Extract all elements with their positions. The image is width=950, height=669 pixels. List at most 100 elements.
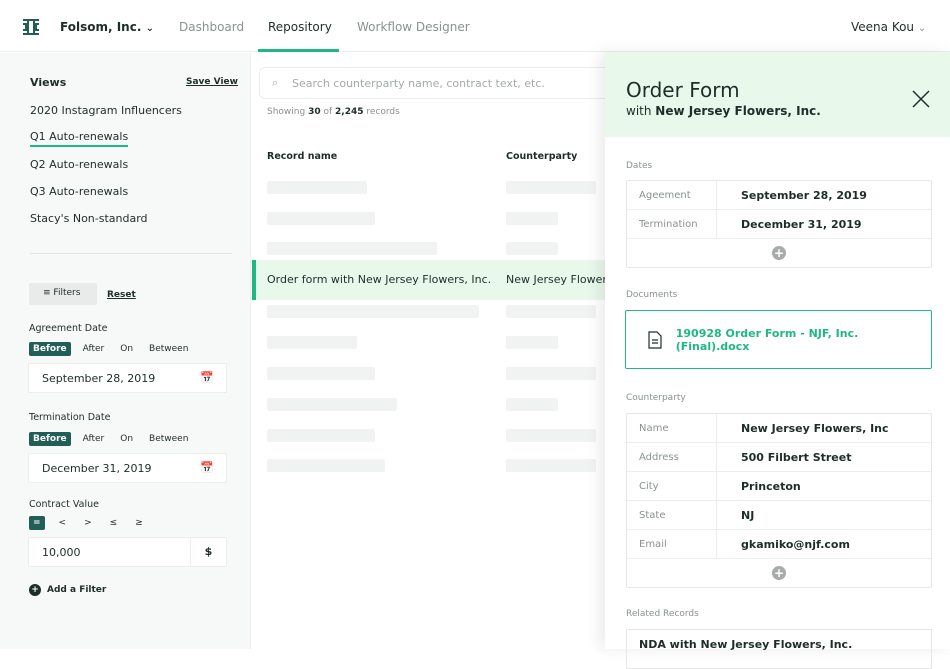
- cp-value[interactable]: gkamiko@njf.com: [741, 537, 850, 551]
- dates-label: Dates: [626, 161, 653, 171]
- filter-icon: ≡: [43, 288, 51, 298]
- subtitle-name: New Jersey Flowers, Inc.: [655, 104, 821, 118]
- search-input[interactable]: ⌕ Search counterparty name, contract text…: [259, 67, 619, 99]
- op-after[interactable]: After: [82, 344, 105, 354]
- cp-key: Name: [627, 414, 717, 442]
- cp-value[interactable]: 500 Filbert Street: [741, 450, 852, 464]
- count-suffix: records: [366, 107, 400, 117]
- date-row: Termination December 31, 2019: [627, 210, 931, 239]
- currency-unit: $: [190, 538, 226, 566]
- agreement-date-label: Agreement Date: [29, 323, 108, 334]
- document-name: 190928 Order Form - NJF, Inc. (Final).do…: [675, 326, 859, 353]
- related-record[interactable]: NDA with New Jersey Flowers, Inc.: [626, 629, 932, 669]
- add-field-icon[interactable]: +: [772, 566, 786, 580]
- subtitle-prefix: with: [626, 104, 652, 118]
- record-count: Showing 30 of 2,245 records: [267, 107, 400, 117]
- op-gte[interactable]: ≥: [135, 518, 143, 528]
- search-icon: ⌕: [272, 76, 279, 89]
- cp-row: Email gkamiko@njf.com: [627, 530, 931, 559]
- contract-value-input[interactable]: 10,000 $: [28, 537, 227, 567]
- date-value[interactable]: December 31, 2019: [741, 217, 862, 231]
- save-view-link[interactable]: Save View: [186, 77, 238, 87]
- view-item[interactable]: Q2 Auto-renewals: [30, 158, 129, 171]
- divider: [30, 253, 232, 254]
- termination-date-input[interactable]: December 31, 2019 📅: [28, 453, 227, 483]
- date-value[interactable]: September 28, 2019: [741, 188, 867, 202]
- count-of: of: [323, 107, 333, 117]
- cp-value[interactable]: NJ: [741, 508, 755, 522]
- panel-subtitle: with New Jersey Flowers, Inc.: [626, 104, 821, 118]
- counterparty-table: Name New Jersey Flowers, Inc Address 500 F…: [626, 413, 932, 588]
- cp-row: Name New Jersey Flowers, Inc: [627, 414, 931, 443]
- active-tab-indicator: [258, 49, 339, 52]
- add-filter-button[interactable]: + Add a Filter: [29, 584, 106, 596]
- chevron-down-icon: ⌄: [917, 23, 927, 34]
- user-name: Veena Kou: [851, 20, 915, 34]
- cp-value[interactable]: New Jersey Flowers, Inc: [741, 421, 889, 435]
- calendar-icon[interactable]: 📅: [200, 461, 214, 474]
- record-detail-panel: Order Form with New Jersey Flowers, Inc.…: [605, 52, 950, 669]
- cp-key: City: [627, 472, 717, 500]
- contract-value: 10,000: [42, 546, 81, 559]
- related-records-label: Related Records: [626, 609, 699, 619]
- document-icon: [648, 330, 662, 349]
- cp-row: Address 500 Filbert Street: [627, 443, 931, 472]
- contract-value-label: Contract Value: [29, 499, 99, 510]
- tab-workflow-designer[interactable]: Workflow Designer: [357, 20, 470, 34]
- column-header-record-name[interactable]: Record name: [267, 151, 338, 162]
- op-before[interactable]: Before: [29, 432, 71, 446]
- tab-dashboard[interactable]: Dashboard: [179, 20, 245, 34]
- op-gt[interactable]: >: [84, 518, 92, 528]
- op-before[interactable]: Before: [29, 342, 71, 356]
- counterparty-label: Counterparty: [626, 393, 686, 403]
- view-item[interactable]: 2020 Instagram Influencers: [30, 104, 182, 117]
- document-link[interactable]: 190928 Order Form - NJF, Inc. (Final).do…: [625, 310, 932, 369]
- tab-repository[interactable]: Repository: [268, 20, 332, 34]
- cp-key: Address: [627, 443, 717, 471]
- contract-value-ops: = < > ≤ ≥: [29, 516, 147, 530]
- documents-label: Documents: [626, 290, 678, 300]
- agreement-date-value: September 28, 2019: [42, 372, 156, 385]
- table-row-selected[interactable]: Order form with New Jersey Flowers, Inc.…: [252, 260, 639, 300]
- termination-date-label: Termination Date: [29, 412, 111, 423]
- user-menu[interactable]: Veena Kou ⌄: [851, 20, 926, 34]
- close-icon[interactable]: [912, 90, 930, 108]
- cp-key: Email: [627, 530, 717, 558]
- view-item-active[interactable]: Q1 Auto-renewals: [30, 130, 129, 147]
- op-equals[interactable]: =: [29, 516, 45, 530]
- panel-header: Order Form with New Jersey Flowers, Inc.: [605, 52, 950, 137]
- sidebar: Views Save View 2020 Instagram Influence…: [0, 53, 251, 649]
- date-row: Ageement September 28, 2019: [627, 181, 931, 210]
- agreement-date-input[interactable]: September 28, 2019 📅: [28, 363, 227, 393]
- add-date-icon[interactable]: +: [772, 246, 786, 260]
- cp-row: City Princeton: [627, 472, 931, 501]
- op-between[interactable]: Between: [149, 434, 189, 444]
- cp-value[interactable]: Princeton: [741, 479, 801, 493]
- views-title: Views: [30, 76, 67, 89]
- termination-date-ops: Before After On Between: [29, 432, 192, 446]
- cp-row: State NJ: [627, 501, 931, 530]
- view-item[interactable]: Stacy's Non-standard: [30, 212, 148, 225]
- op-on[interactable]: On: [120, 344, 134, 354]
- count-total: 2,245: [335, 107, 364, 117]
- op-between[interactable]: Between: [149, 344, 189, 354]
- calendar-icon[interactable]: 📅: [200, 371, 214, 384]
- records-list: ⌕ Search counterparty name, contract text…: [252, 53, 639, 649]
- op-after[interactable]: After: [82, 434, 105, 444]
- op-lte[interactable]: ≤: [109, 518, 118, 528]
- cp-key: State: [627, 501, 717, 529]
- record-name: Order form with New Jersey Flowers, Inc.: [267, 273, 492, 286]
- agreement-date-ops: Before After On Between: [29, 342, 192, 356]
- op-lt[interactable]: <: [58, 518, 67, 528]
- date-key: Ageement: [627, 181, 717, 209]
- logo-icon: [23, 19, 39, 35]
- view-item[interactable]: Q3 Auto-renewals: [30, 185, 129, 198]
- plus-circle-icon: +: [29, 584, 41, 596]
- count-prefix: Showing: [267, 107, 306, 117]
- column-header-counterparty[interactable]: Counterparty: [506, 151, 578, 162]
- filters-button[interactable]: ≡ Filters: [29, 283, 97, 305]
- add-filter-label: Add a Filter: [47, 585, 107, 595]
- op-on[interactable]: On: [120, 434, 134, 444]
- org-switcher[interactable]: Folsom, Inc. ⌄: [60, 20, 154, 34]
- reset-link[interactable]: Reset: [107, 290, 136, 300]
